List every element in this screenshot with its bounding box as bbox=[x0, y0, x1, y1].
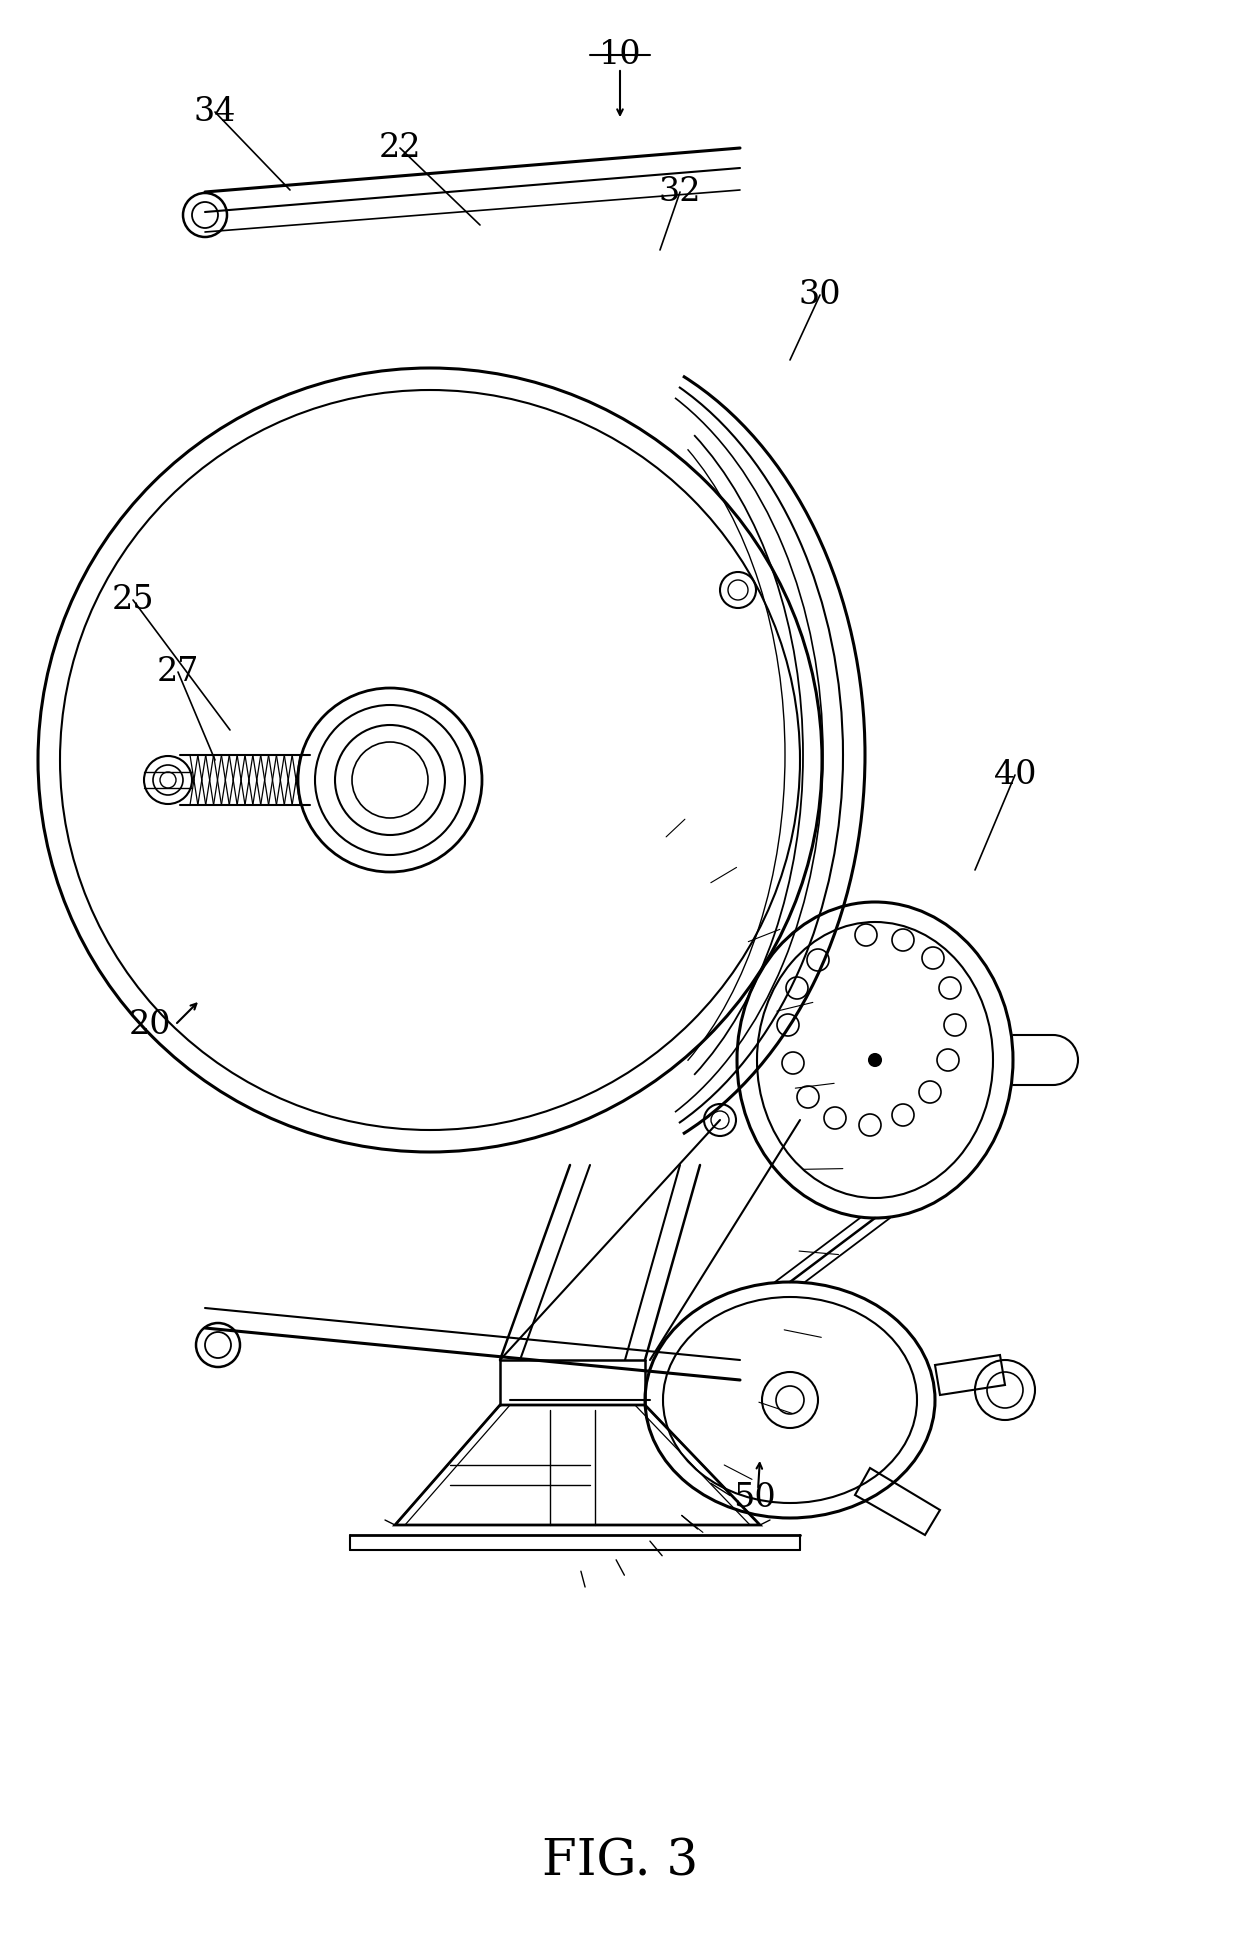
Text: 20: 20 bbox=[129, 1010, 171, 1041]
Text: FIG. 3: FIG. 3 bbox=[542, 1837, 698, 1888]
Circle shape bbox=[869, 1054, 880, 1066]
Text: 30: 30 bbox=[799, 279, 841, 310]
Text: 27: 27 bbox=[156, 655, 200, 688]
Text: 22: 22 bbox=[378, 132, 422, 165]
Text: 40: 40 bbox=[993, 760, 1037, 791]
Text: 25: 25 bbox=[112, 583, 154, 616]
Text: 50: 50 bbox=[734, 1483, 776, 1514]
Text: 34: 34 bbox=[193, 97, 236, 128]
Text: 32: 32 bbox=[658, 176, 702, 207]
Text: 10: 10 bbox=[599, 39, 641, 72]
